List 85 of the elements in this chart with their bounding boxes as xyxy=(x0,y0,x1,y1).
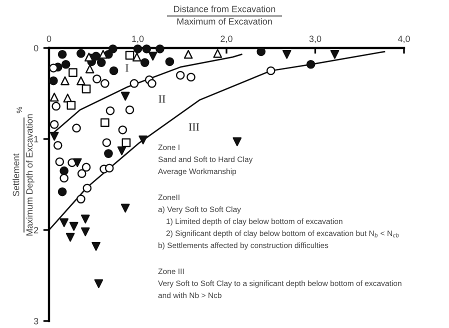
y-tick-label: 0 xyxy=(34,44,38,52)
point xyxy=(138,135,148,144)
point xyxy=(92,74,102,84)
point xyxy=(148,52,158,61)
line-series xyxy=(49,50,386,231)
point xyxy=(122,138,131,148)
point xyxy=(96,58,106,67)
point xyxy=(266,66,276,76)
x-tick-label: 3,0 xyxy=(309,36,322,44)
point xyxy=(306,60,316,69)
point xyxy=(232,137,242,146)
point xyxy=(58,50,67,59)
point xyxy=(49,76,58,86)
point xyxy=(120,92,130,101)
annotation: I xyxy=(126,64,128,72)
point xyxy=(60,218,69,228)
point xyxy=(133,44,142,54)
point xyxy=(104,164,114,173)
point xyxy=(132,52,142,62)
point xyxy=(68,68,78,77)
point xyxy=(109,66,118,76)
point xyxy=(94,279,104,288)
point xyxy=(58,187,67,196)
point xyxy=(82,162,91,172)
point xyxy=(148,79,156,88)
point xyxy=(50,92,59,102)
point xyxy=(256,47,266,56)
point xyxy=(184,50,193,59)
point xyxy=(165,57,174,66)
point xyxy=(140,58,150,67)
x-tick-label: 4,0 xyxy=(398,36,410,44)
point xyxy=(85,64,94,74)
point xyxy=(72,158,82,168)
point xyxy=(66,232,75,242)
point xyxy=(120,204,130,213)
point xyxy=(77,169,86,178)
x-tick-label: 0 xyxy=(46,36,52,42)
point xyxy=(60,76,70,86)
point xyxy=(142,44,152,54)
point xyxy=(117,146,126,156)
point xyxy=(213,49,222,58)
point xyxy=(49,64,58,72)
point xyxy=(82,84,91,94)
point xyxy=(50,120,59,129)
point xyxy=(106,106,115,116)
point xyxy=(52,102,61,111)
point xyxy=(156,44,164,54)
point xyxy=(102,138,112,148)
y-axis-title: Settlement Maximum Depth of Excavation xyxy=(12,114,34,236)
point xyxy=(72,124,81,133)
point xyxy=(69,222,78,231)
point xyxy=(53,140,62,150)
point xyxy=(55,157,64,166)
point xyxy=(60,166,69,176)
point xyxy=(330,50,340,59)
point xyxy=(76,49,86,58)
point xyxy=(100,79,110,88)
point xyxy=(130,79,139,88)
point xyxy=(76,194,86,204)
point xyxy=(125,50,134,60)
x-tick-label: 2,0 xyxy=(220,36,232,44)
point xyxy=(104,149,113,158)
point xyxy=(60,174,69,183)
point xyxy=(176,70,185,80)
annotation: II xyxy=(158,95,166,103)
point xyxy=(50,132,59,141)
point xyxy=(186,72,196,82)
point xyxy=(100,118,110,128)
point xyxy=(76,76,86,86)
y-tick-label: 2 xyxy=(34,226,38,234)
x-axis-title: Distance from Excavation Maximum of Excavation xyxy=(174,6,276,25)
point xyxy=(92,242,100,251)
point xyxy=(80,227,90,236)
x-tick-label: 1,0 xyxy=(132,36,144,44)
point xyxy=(108,44,118,54)
point xyxy=(61,60,70,69)
point xyxy=(125,105,134,114)
point xyxy=(66,100,76,110)
y-tick-label: 1 xyxy=(34,136,38,142)
annotation: III xyxy=(188,123,200,131)
point xyxy=(282,50,292,59)
y-tick-label: 3 xyxy=(34,318,38,324)
point xyxy=(82,184,92,193)
point xyxy=(80,214,90,224)
point xyxy=(118,125,128,134)
